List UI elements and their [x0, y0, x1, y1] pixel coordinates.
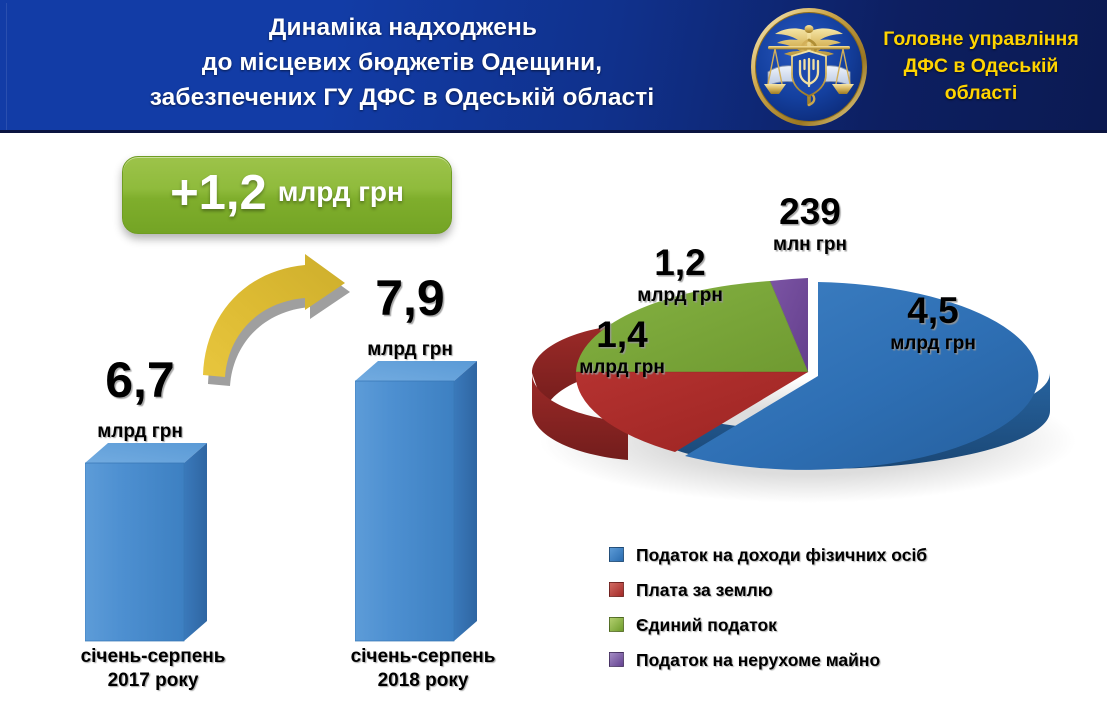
- pie-unit-single-tax: млрд грн: [637, 285, 723, 306]
- legend-item-property: Податок на нерухоме майно: [609, 642, 1029, 677]
- organization-name-line-1: Головне управління: [883, 28, 1079, 50]
- page-title-line-2: до місцевих бюджетів Одещини,: [201, 49, 603, 76]
- pie-chart-graphic: [532, 278, 1076, 503]
- legend-label-land: Плата за землю: [636, 579, 773, 600]
- bar-caption-2018: січень-серпень 2018 року: [318, 645, 528, 693]
- legend-label-property: Податок на нерухоме майно: [636, 649, 881, 670]
- growth-badge: +1,2 млрд грн: [122, 156, 452, 234]
- pie-value-single-tax: 1,2: [654, 242, 706, 283]
- pie-value-land: 1,4: [596, 314, 648, 355]
- organization-name-line-2: ДФС в Одеській: [903, 55, 1059, 77]
- pie-label-single-tax: 1,2 млрд грн: [600, 243, 760, 308]
- bar-caption-2017-line-2: 2017 року: [107, 670, 199, 691]
- pie-unit-land: млрд грн: [579, 357, 665, 378]
- header-banner: Динаміка надходжень до місцевих бюджетів…: [0, 0, 1107, 133]
- legend-swatch-land: [609, 582, 624, 597]
- growth-arrow-icon: [203, 254, 350, 386]
- pie-unit-property: млн грн: [773, 234, 847, 255]
- bar-value-label-2018: 7,9: [375, 270, 445, 326]
- pie-legend: Податок на доходи фізичних осіб Плата за…: [609, 537, 1029, 677]
- pie-label-property: 239 млн грн: [720, 192, 900, 257]
- pie-value-property: 239: [779, 191, 841, 232]
- pie-label-land: 1,4 млрд грн: [542, 315, 702, 380]
- legend-item-ndfl: Податок на доходи фізичних осіб: [609, 537, 1029, 572]
- bar-value-label-2017: 6,7: [105, 352, 175, 408]
- page-title-line-3: забезпечених ГУ ДФС в Одеській області: [149, 84, 655, 111]
- growth-badge-unit: млрд грн: [277, 175, 404, 207]
- bar-caption-2018-line-2: 2018 року: [377, 670, 469, 691]
- bar-unit-label-2017: млрд грн: [97, 421, 183, 442]
- pie-label-ndfl: 4,5 млрд грн: [853, 291, 1013, 356]
- bar-caption-2017-line-1: січень-серпень: [80, 646, 226, 667]
- bar-2017: [85, 443, 207, 642]
- organization-name-line-3: області: [944, 82, 1018, 104]
- bar-chart: 6,7 млрд грн: [0, 133, 530, 720]
- legend-item-single-tax: Єдиний податок: [609, 607, 1029, 642]
- legend-label-ndfl: Податок на доходи фізичних осіб: [636, 544, 928, 565]
- pie-unit-ndfl: млрд грн: [890, 333, 976, 354]
- page-title-line-1: Динаміка надходжень: [268, 14, 538, 41]
- dfs-emblem-icon: [748, 6, 870, 128]
- organization-name: Головне управління ДФС в Одеській област…: [862, 26, 1100, 107]
- bar-2018: [355, 361, 477, 642]
- pie-chart: 4,5 млрд грн 1,4 млрд грн 1,2 млрд грн 2…: [520, 192, 1100, 505]
- legend-item-land: Плата за землю: [609, 572, 1029, 607]
- growth-badge-value: +1,2: [170, 166, 267, 220]
- pie-value-ndfl: 4,5: [907, 290, 959, 331]
- bar-caption-2017: січень-серпень 2017 року: [48, 645, 258, 693]
- bar-unit-label-2018: млрд грн: [367, 339, 453, 360]
- legend-swatch-ndfl: [609, 547, 624, 562]
- bar-caption-2018-line-1: січень-серпень: [350, 646, 496, 667]
- legend-swatch-property: [609, 652, 624, 667]
- legend-label-single-tax: Єдиний податок: [636, 614, 777, 635]
- legend-swatch-single-tax: [609, 617, 624, 632]
- page-title: Динаміка надходжень до місцевих бюджетів…: [72, 10, 732, 115]
